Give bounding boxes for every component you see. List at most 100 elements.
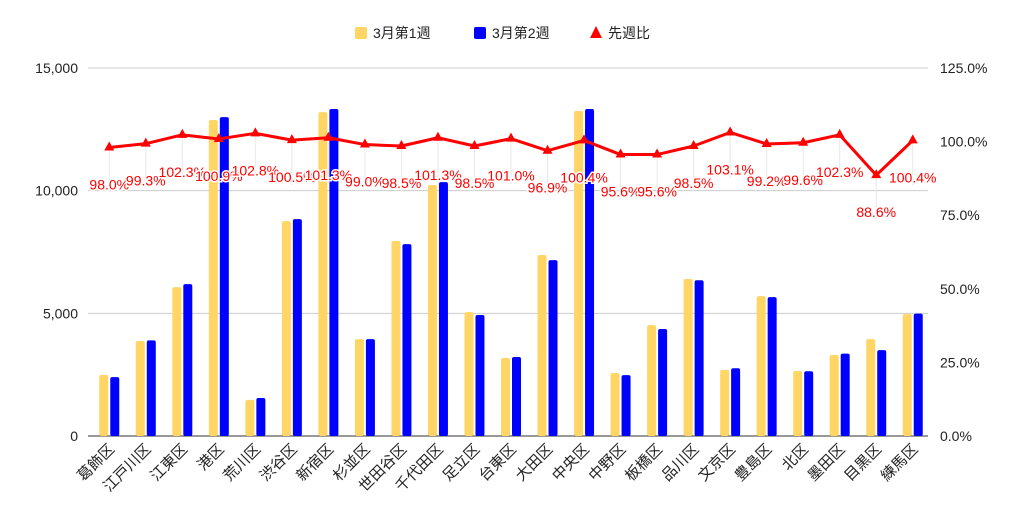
bar-week2 xyxy=(913,313,923,436)
legend-label: 3月第2週 xyxy=(492,25,550,41)
bar-week2 xyxy=(804,371,814,436)
data-label: 102.3% xyxy=(159,164,206,180)
bar-week2 xyxy=(365,339,375,436)
bar-week1 xyxy=(245,399,255,436)
line-point xyxy=(725,126,736,136)
line-point xyxy=(542,144,553,154)
data-label: 102.3% xyxy=(816,164,863,180)
bar-week1 xyxy=(610,372,620,436)
line-point xyxy=(506,132,516,142)
bar-week2 xyxy=(548,260,558,436)
x-tick-label: 新宿区 xyxy=(293,441,337,485)
legend-label: 先週比 xyxy=(608,25,650,41)
bar-week1 xyxy=(720,370,730,436)
line-point xyxy=(469,140,480,150)
line-point xyxy=(213,132,224,142)
bar-week1 xyxy=(391,240,401,436)
bar-week1 xyxy=(99,374,109,436)
bar-week1 xyxy=(866,339,876,436)
data-label: 101.0% xyxy=(487,168,534,184)
data-label: 99.6% xyxy=(783,172,823,188)
x-tick-label: 文京区 xyxy=(695,441,739,485)
x-tick-label: 墨田区 xyxy=(805,441,849,485)
bar-week2 xyxy=(475,315,485,436)
x-tick-label: 大田区 xyxy=(512,441,556,485)
data-label: 99.2% xyxy=(747,173,787,189)
bar-week2 xyxy=(256,397,266,436)
bar-week2 xyxy=(658,329,668,436)
bar-week1 xyxy=(683,278,693,436)
bar-week1 xyxy=(135,341,145,436)
legend-label: 3月第1週 xyxy=(373,25,431,41)
bar-week2 xyxy=(402,244,412,436)
line-point xyxy=(140,137,151,147)
bar-week2 xyxy=(694,280,704,436)
y-right-tick-label: 75.0% xyxy=(940,207,980,223)
bar-week2 xyxy=(767,297,777,436)
legend-swatch xyxy=(474,27,486,39)
bar-week1 xyxy=(208,120,218,436)
x-tick-label: 練馬区 xyxy=(878,441,922,485)
data-label: 98.0% xyxy=(89,176,129,192)
line-point xyxy=(104,141,115,151)
x-tick-label: 渋谷区 xyxy=(257,441,301,485)
line-point xyxy=(798,136,809,146)
data-label: 99.0% xyxy=(345,174,385,190)
bar-week1 xyxy=(281,221,291,436)
bar-week2 xyxy=(329,108,339,436)
bar-week2 xyxy=(731,368,741,436)
x-tick-label: 豊島区 xyxy=(732,441,776,485)
line-point xyxy=(359,138,370,148)
bar-week1 xyxy=(793,370,803,436)
bar-week1 xyxy=(902,314,912,436)
bar-week2 xyxy=(585,108,595,436)
bar-week2 xyxy=(183,284,193,436)
bar-week1 xyxy=(172,287,182,436)
data-label: 101.3% xyxy=(414,167,461,183)
data-label: 99.3% xyxy=(126,173,166,189)
bar-week2 xyxy=(146,340,156,436)
bar-week1 xyxy=(574,110,584,436)
bar-week2 xyxy=(219,117,229,437)
bar-week1 xyxy=(829,355,839,436)
data-label: 88.6% xyxy=(856,204,896,220)
data-label: 100.4% xyxy=(560,169,607,185)
data-label: 95.6% xyxy=(601,184,641,200)
bar-week1 xyxy=(318,112,328,436)
bar-week2 xyxy=(621,375,631,436)
line-point xyxy=(396,140,407,150)
x-tick-label: 江東区 xyxy=(147,441,191,485)
data-label: 96.9% xyxy=(528,180,568,196)
data-label: 98.5% xyxy=(674,175,714,191)
bar-week2 xyxy=(438,182,448,436)
x-tick-label: 中野区 xyxy=(586,441,630,485)
line-point xyxy=(871,169,882,179)
x-tick-label: 荒川区 xyxy=(220,441,264,485)
bar-week1 xyxy=(537,254,547,436)
line-point xyxy=(834,128,845,138)
x-tick-label: 目黒区 xyxy=(841,441,885,485)
y-right-tick-label: 100.0% xyxy=(940,134,987,150)
x-tick-label: 板橋区 xyxy=(621,440,666,485)
data-label: 100.9% xyxy=(195,168,242,184)
legend-swatch xyxy=(355,27,367,39)
line-point xyxy=(907,134,918,144)
x-tick-label: 台東区 xyxy=(476,441,520,485)
bar-week2 xyxy=(877,350,887,436)
legend-triangle-icon xyxy=(590,26,602,38)
line-point xyxy=(761,137,772,147)
line-point xyxy=(688,140,699,150)
bar-week1 xyxy=(427,185,437,436)
x-tick-label: 中央区 xyxy=(549,441,593,485)
y-right-tick-label: 125.0% xyxy=(940,60,987,76)
bar-week2 xyxy=(512,357,521,436)
data-label: 98.5% xyxy=(382,175,422,191)
x-tick-label: 品川区 xyxy=(659,441,703,485)
line-point xyxy=(250,127,261,137)
y-left-tick-label: 10,000 xyxy=(35,183,78,199)
line-point xyxy=(579,134,590,144)
data-label: 101.3% xyxy=(305,167,352,183)
line-point xyxy=(286,134,297,144)
